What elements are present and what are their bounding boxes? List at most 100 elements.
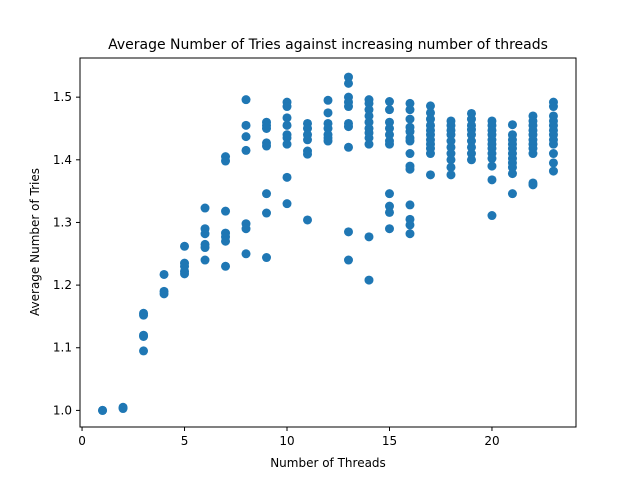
data-point [241,95,251,105]
y-axis-label: Average Number of Tries [28,168,42,316]
data-point [303,123,313,133]
data-point [364,133,374,143]
data-point [405,114,415,124]
y-tick-label: 1.3 [53,215,72,229]
data-point [159,269,169,279]
data-point [405,105,415,115]
data-point [466,155,476,165]
data-point [364,98,374,108]
data-point [343,142,353,152]
data-point [139,346,149,356]
data-point [323,123,333,133]
data-point [241,224,251,234]
data-point [241,120,251,130]
data-point [303,149,313,159]
data-point [364,139,374,149]
data-point [200,243,210,253]
data-point [303,215,313,225]
data-point [548,166,558,176]
data-point [282,133,292,143]
data-point [180,241,190,251]
data-point [405,127,415,137]
data-point [282,102,292,112]
data-point [282,113,292,123]
data-point [487,161,497,171]
data-point [507,169,517,179]
data-point [364,232,374,242]
data-point [446,149,456,159]
data-point [384,139,394,149]
y-tick-label: 1.5 [53,90,72,104]
data-point [384,224,394,234]
data-point [425,114,435,124]
data-point [343,102,353,112]
chart-title: Average Number of Tries against increasi… [108,37,548,53]
data-point [466,149,476,159]
data-point [200,229,210,239]
data-point [405,98,415,108]
data-point [405,200,415,210]
data-point [98,405,108,415]
data-point [364,275,374,285]
x-axis-ticks: 0 5 10 15 20 [78,427,500,448]
y-tick-label: 1.0 [53,403,72,417]
plot-frame [79,57,577,428]
data-point [384,97,394,107]
data-point [118,404,128,414]
data-point [528,149,538,159]
data-point [446,130,456,140]
data-point [384,207,394,217]
data-point [262,141,272,151]
data-point [303,135,313,145]
x-tick-label: 5 [181,434,189,448]
y-tick-label: 1.1 [53,341,72,355]
data-point [466,114,476,124]
x-tick-label: 0 [78,434,86,448]
data-point [323,108,333,118]
data-point [241,132,251,142]
data-point [487,154,497,164]
data-point [384,123,394,133]
data-point [282,199,292,209]
data-point [507,189,517,199]
data-point [159,289,169,299]
data-point [200,255,210,265]
data-point [425,101,435,111]
data-point [221,156,231,166]
data-point [323,136,333,146]
data-point [466,130,476,140]
data-point [262,189,272,199]
data-point [384,105,394,115]
data-point [446,162,456,172]
data-point [466,136,476,146]
data-point [139,331,149,341]
y-axis-ticks: 1.0 1.1 1.2 1.3 1.4 1.5 [53,90,80,417]
data-point [384,201,394,211]
data-point [384,189,394,199]
data-point [405,136,415,146]
data-point [343,72,353,82]
data-point [548,102,558,112]
data-point [364,111,374,121]
data-point [241,145,251,155]
data-points [98,72,558,415]
data-point [507,120,517,130]
data-point [323,95,333,105]
data-point [384,130,394,140]
data-point [139,310,149,320]
data-point [364,117,374,127]
data-point [425,108,435,118]
data-point [364,105,374,115]
data-point [282,120,292,130]
data-point [487,175,497,185]
data-point [446,155,456,165]
data-point [446,170,456,180]
data-point [405,229,415,239]
data-point [282,172,292,182]
data-point [343,122,353,132]
data-point [507,162,517,172]
data-point [343,227,353,237]
data-point [548,149,558,159]
